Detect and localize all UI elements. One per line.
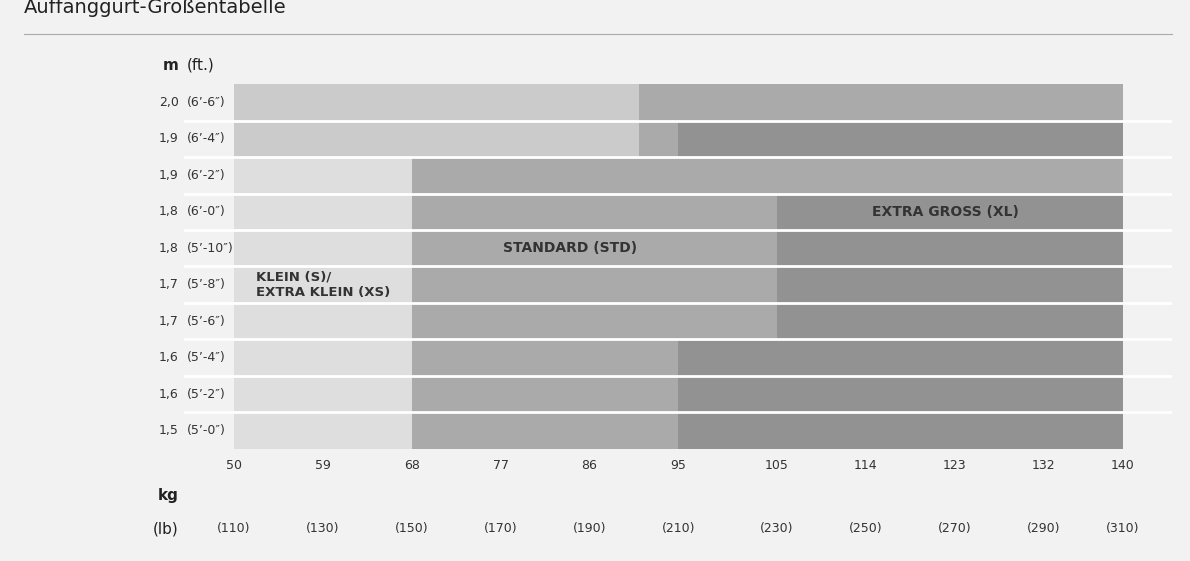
Text: Auffanggurt-Größentabelle: Auffanggurt-Größentabelle: [24, 0, 287, 17]
Text: 1,9: 1,9: [158, 132, 178, 145]
Text: kg: kg: [157, 488, 178, 503]
Bar: [412, 266, 777, 303]
Text: (5’-6″): (5’-6″): [187, 315, 226, 328]
Bar: [412, 230, 777, 266]
Bar: [233, 339, 412, 376]
Text: (5’-4″): (5’-4″): [187, 351, 226, 364]
Bar: [412, 194, 777, 230]
Bar: [678, 339, 1122, 376]
Bar: [777, 266, 1122, 303]
Text: 1,9: 1,9: [158, 169, 178, 182]
Text: (130): (130): [306, 522, 339, 535]
Text: (6’-0″): (6’-0″): [187, 205, 226, 218]
Bar: [233, 230, 412, 266]
Bar: [412, 157, 1123, 194]
Text: (170): (170): [483, 522, 518, 535]
Bar: [233, 266, 412, 303]
Bar: [678, 121, 1122, 157]
Bar: [639, 84, 1122, 121]
Bar: [233, 194, 412, 230]
Text: (5’-2″): (5’-2″): [187, 388, 226, 401]
Text: (lb): (lb): [152, 522, 178, 537]
Text: (5’-0″): (5’-0″): [187, 424, 226, 437]
Bar: [678, 376, 1122, 412]
Bar: [777, 303, 1122, 339]
Bar: [678, 412, 1122, 449]
Text: 1,8: 1,8: [158, 205, 178, 218]
Bar: [639, 121, 678, 157]
Bar: [233, 303, 412, 339]
Text: 1,6: 1,6: [158, 388, 178, 401]
Text: (270): (270): [938, 522, 972, 535]
Text: (290): (290): [1027, 522, 1060, 535]
Bar: [777, 194, 1122, 230]
Text: (150): (150): [395, 522, 428, 535]
Text: (5’-10″): (5’-10″): [187, 242, 233, 255]
Bar: [412, 412, 678, 449]
Bar: [412, 376, 678, 412]
Text: 1,7: 1,7: [158, 315, 178, 328]
Text: 1,8: 1,8: [158, 242, 178, 255]
Text: EXTRA GROSS (XL): EXTRA GROSS (XL): [871, 205, 1019, 219]
Text: 2,0: 2,0: [158, 96, 178, 109]
Text: 1,6: 1,6: [158, 351, 178, 364]
Text: (210): (210): [662, 522, 695, 535]
Text: (6’-2″): (6’-2″): [187, 169, 225, 182]
Text: KLEIN (S)/
EXTRA KLEIN (XS): KLEIN (S)/ EXTRA KLEIN (XS): [256, 270, 390, 299]
Text: (5’-8″): (5’-8″): [187, 278, 226, 291]
Text: (310): (310): [1106, 522, 1140, 535]
Bar: [777, 230, 1122, 266]
Bar: [233, 412, 412, 449]
Bar: [233, 157, 412, 194]
Bar: [233, 376, 412, 412]
Text: 1,7: 1,7: [158, 278, 178, 291]
Bar: [412, 339, 678, 376]
Text: (110): (110): [217, 522, 251, 535]
Text: (6’-6″): (6’-6″): [187, 96, 225, 109]
Text: (250): (250): [850, 522, 883, 535]
Bar: [233, 121, 639, 157]
Bar: [412, 303, 777, 339]
Text: (230): (230): [760, 522, 794, 535]
Bar: [233, 84, 639, 121]
Text: STANDARD (STD): STANDARD (STD): [502, 241, 637, 255]
Text: (190): (190): [572, 522, 606, 535]
Text: 1,5: 1,5: [158, 424, 178, 437]
Text: (6’-4″): (6’-4″): [187, 132, 225, 145]
Text: (ft.): (ft.): [187, 58, 214, 73]
Text: m: m: [163, 58, 178, 73]
